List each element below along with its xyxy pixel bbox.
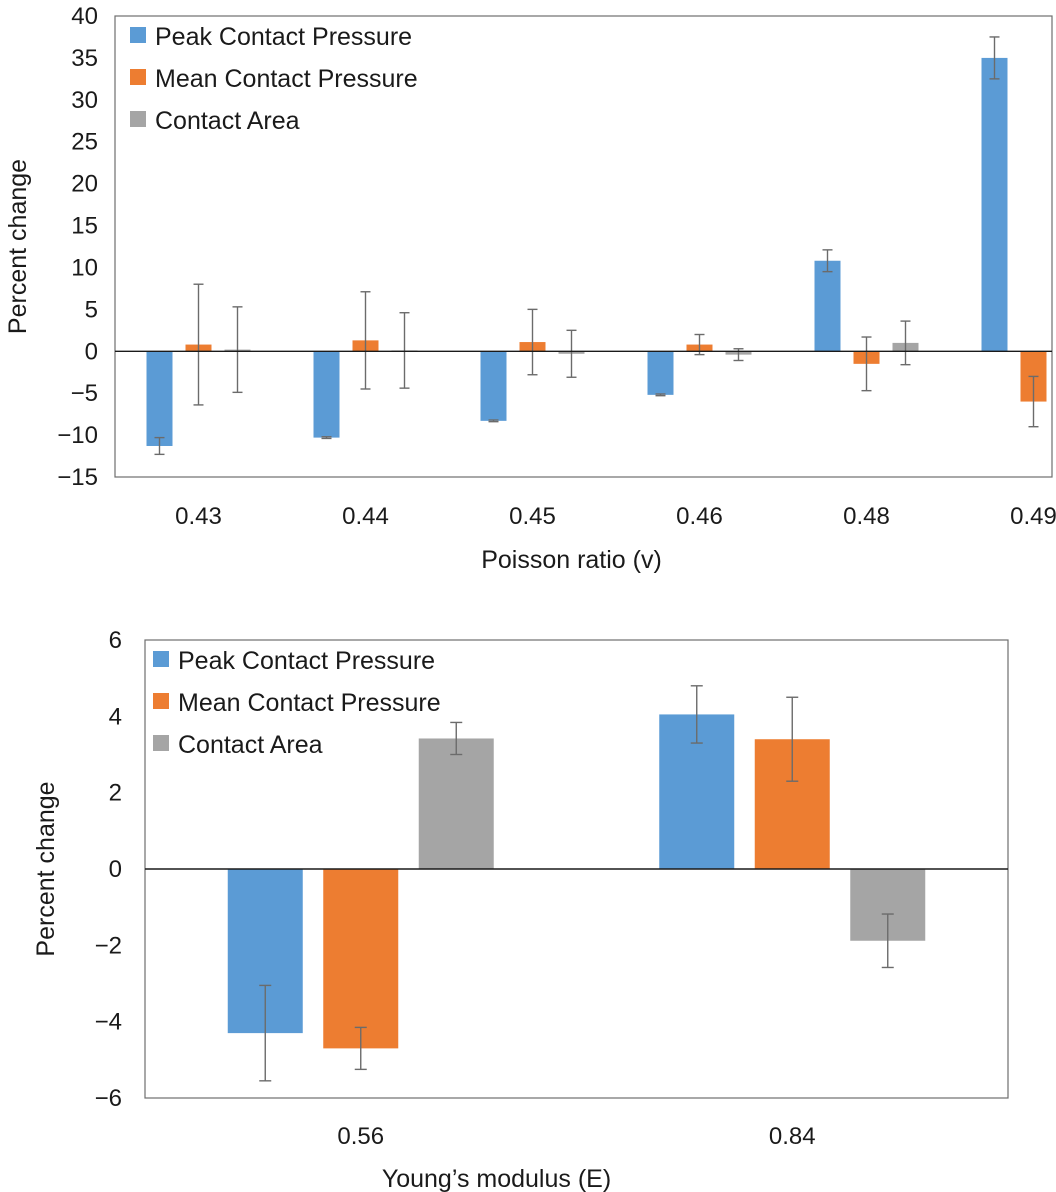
y-tick-label: −4: [95, 1009, 122, 1036]
bar: [647, 351, 674, 395]
y-tick-label: 15: [71, 213, 98, 240]
legend-swatch: [153, 693, 169, 709]
legend: Peak Contact Pressure Mean Contact Pressu…: [153, 647, 441, 759]
x-tick-label: 0.46: [676, 503, 723, 530]
x-tick-label: 0.84: [769, 1123, 816, 1150]
bar: [418, 738, 494, 869]
y-tick-label: 4: [109, 703, 122, 730]
x-axis-label: Young’s modulus (E): [382, 1165, 611, 1192]
y-tick-label: −10: [57, 422, 98, 449]
bar: [313, 351, 340, 438]
y-tick-label: 5: [85, 296, 98, 323]
bar: [480, 351, 507, 421]
legend-label: Mean Contact Pressure: [178, 689, 441, 717]
legend-swatch: [130, 69, 146, 85]
y-tick-label: 20: [71, 171, 98, 198]
x-tick-label: 0.49: [1010, 503, 1056, 530]
plot-frame: [114, 15, 1053, 478]
legend-swatch: [130, 27, 146, 43]
x-axis-label: Poisson ratio (v): [481, 546, 662, 574]
x-tick-label: 0.45: [509, 503, 556, 530]
y-axis-label: Percent change: [4, 159, 32, 334]
y-tick-label: 2: [109, 780, 122, 807]
y-tick-label: 0: [109, 856, 122, 883]
legend-label: Peak Contact Pressure: [178, 647, 435, 675]
y-tick-label: 35: [71, 45, 98, 72]
x-tick-label: 0.56: [337, 1123, 384, 1150]
legend-swatch: [130, 111, 146, 127]
y-tick-label: 30: [71, 87, 98, 114]
legend-label: Contact Area: [178, 731, 323, 759]
y-tick-label: −15: [57, 464, 98, 491]
y-tick-label: 25: [71, 129, 98, 156]
legend-label: Peak Contact Pressure: [155, 23, 412, 51]
legend: Peak Contact Pressure Mean Contact Pressu…: [130, 23, 418, 135]
chart-1: −15 −10 −5 0 5 10 15 20 25 30 35 40 0.43 0.44 0.45 0.46…: [4, 3, 1056, 574]
legend-swatch: [153, 735, 169, 751]
y-tick-label: −2: [95, 932, 122, 959]
bar: [814, 260, 841, 352]
y-tick-label: 10: [71, 254, 98, 281]
legend-label: Contact Area: [155, 107, 300, 135]
y-axis-label: Percent change: [32, 781, 60, 956]
legend-label: Mean Contact Pressure: [155, 65, 418, 93]
chart-2: −6 −4 −2 0 2 4 6 0.56 0.84 Young’s modulus (E) Per…: [32, 627, 1009, 1192]
bar: [146, 351, 173, 446]
legend-swatch: [153, 651, 169, 667]
y-tick-label: −6: [95, 1085, 122, 1112]
x-tick-label: 0.43: [175, 503, 222, 530]
x-tick-label: 0.48: [843, 503, 890, 530]
y-tick-label: 6: [109, 627, 122, 654]
bar: [981, 57, 1008, 352]
y-tick-label: 0: [85, 338, 98, 365]
bar: [323, 869, 399, 1049]
y-tick-label: −5: [71, 380, 98, 407]
x-tick-label: 0.44: [342, 503, 389, 530]
y-tick-label: 40: [71, 3, 98, 30]
